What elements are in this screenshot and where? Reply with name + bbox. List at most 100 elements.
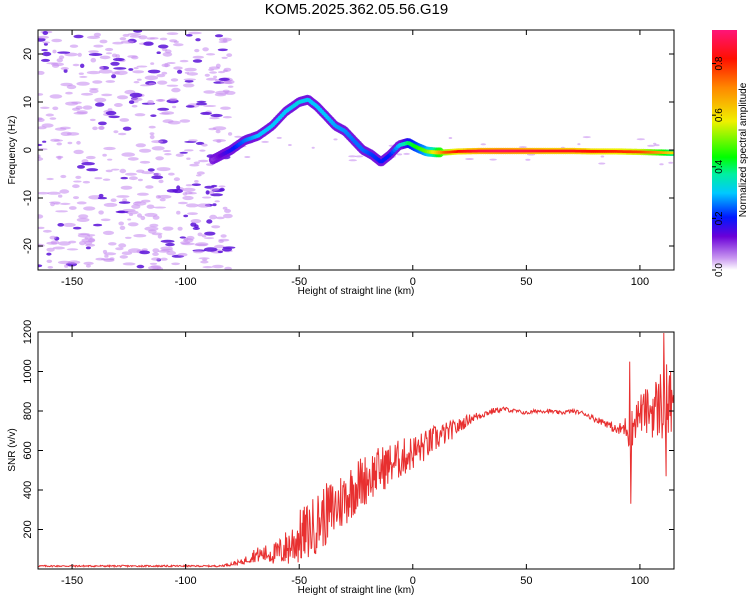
spectrogram-noise-cell xyxy=(94,97,107,103)
spectrogram-noise-cell xyxy=(133,81,140,84)
spectrogram-noise-cell xyxy=(51,62,64,67)
spectrogram-noise-cell xyxy=(129,35,142,38)
spectrogram-noise-cell xyxy=(102,153,107,157)
spectrogram-noise-cell xyxy=(144,212,158,217)
spectrogram-noise-cell xyxy=(155,156,164,161)
spectrogram-noise-cell xyxy=(598,162,606,165)
spectrogram-x-ticks: -150 -100 -50 0 50 100 xyxy=(61,30,649,288)
spectrogram-noise-cell xyxy=(195,174,202,177)
spectrogram-noise-cell xyxy=(193,161,201,165)
spectrogram-noise-cell xyxy=(173,40,179,44)
spectrogram-noise-cell xyxy=(80,63,85,68)
spectrogram-noise-cell xyxy=(132,70,145,74)
spectrogram-noise-cell xyxy=(217,48,228,52)
spectrogram-noise-cell xyxy=(215,129,221,134)
spectrogram-noise-cell xyxy=(192,227,200,230)
spectrogram-noise-cell xyxy=(166,32,179,35)
spectrogram-noise-cell xyxy=(136,192,149,196)
spectrogram-noise-cell xyxy=(156,51,161,54)
spectrogram-noise-cell xyxy=(147,69,161,74)
spectrogram-noise-cell xyxy=(111,168,120,171)
spectrogram-noise-cell xyxy=(139,148,152,153)
spectrogram-noise-cell xyxy=(151,257,161,261)
spectrogram-noise-cell xyxy=(403,152,410,155)
spectrogram-noise-cell xyxy=(157,80,168,85)
spectrogram-noise-cell xyxy=(184,67,197,72)
spectrogram-noise-cell xyxy=(57,51,71,54)
snr-y-tick-label: 400 xyxy=(22,481,34,499)
spectrogram-noise-cell xyxy=(38,143,43,147)
spectrogram-noise-cell xyxy=(148,229,157,234)
spectrogram-noise-cell xyxy=(148,82,156,85)
spectrogram-noise-cell xyxy=(69,44,79,48)
spectrogram-noise-cell xyxy=(227,85,234,88)
spectrogram-noise-cell xyxy=(185,105,195,108)
spectrogram-noise-cell xyxy=(38,226,45,230)
spectrogram-noise-cell xyxy=(149,262,158,265)
spectrogram-noise-cell xyxy=(162,226,174,231)
spectrogram-noise-cell xyxy=(134,113,146,117)
spectrogram-noise-cell xyxy=(100,218,111,222)
spectrogram-noise-cell xyxy=(85,246,91,250)
spectrogram-noise-cell xyxy=(489,158,497,161)
spectrogram-noise-cell xyxy=(79,75,88,78)
spectrogram-noise-cell xyxy=(636,138,645,141)
spectrogram-noise-cell xyxy=(184,71,190,74)
spectrogram-noise-cell xyxy=(52,246,65,250)
spectrogram-noise-cell xyxy=(119,168,127,174)
spectrogram-noise-cell xyxy=(99,66,104,70)
spectrogram-noise-cell xyxy=(157,44,169,49)
spectrogram-noise-cell xyxy=(221,247,233,252)
spectrogram-noise-cell xyxy=(210,193,224,197)
spectrogram-noise-cell xyxy=(131,104,138,108)
spectrogram-noise-cell xyxy=(49,235,57,240)
spectrogram-noise-cell xyxy=(85,155,96,160)
spectrogram-noise-cell xyxy=(204,231,216,236)
spectrogram-noise-cell xyxy=(179,59,189,63)
spectrogram-ridge-core xyxy=(670,151,674,155)
spectrogram-noise-cell xyxy=(149,134,155,140)
spectrogram-noise-cell xyxy=(90,57,97,63)
snr-x-tick-label: 100 xyxy=(631,575,649,587)
spectrogram-noise-cell xyxy=(85,243,96,247)
spectrogram-noise-cell xyxy=(203,247,218,252)
spectrogram-noise-cell xyxy=(201,143,208,147)
spectrogram-noise-cell xyxy=(276,136,282,139)
snr-y-ticks: 200 400 600 800 1000 1200 xyxy=(22,320,674,539)
spectrogram-noise-cell xyxy=(173,43,184,47)
spectrogram-noise-cell xyxy=(209,187,219,191)
spectrogram-noise-cell xyxy=(46,259,53,263)
spectrogram-noise-cell xyxy=(133,234,147,238)
spectrogram-noise-cell xyxy=(116,195,130,198)
spectrogram-noise-cell xyxy=(122,208,136,212)
snr-y-tick-label: 800 xyxy=(22,402,34,420)
spectrogram-noise-cell xyxy=(223,67,232,72)
spectrogram-noise-cell xyxy=(65,101,79,106)
spectrogram-noise-cell xyxy=(78,214,89,219)
spectrogram-noise-cell xyxy=(42,140,47,143)
spectrogram-noise-cell xyxy=(151,140,164,144)
spectrogram-noise-cell xyxy=(131,97,143,102)
colorbar-tick-label: 0.8 xyxy=(714,56,725,70)
spectrogram-noise-cell xyxy=(120,185,133,190)
spectrogram-noise-cell xyxy=(58,241,71,246)
spectrogram-noise-cell xyxy=(177,201,188,205)
spectrogram-noise-cell xyxy=(128,100,135,104)
spectrogram-noise-cell xyxy=(220,106,231,110)
spectrogram-noise-cell xyxy=(47,266,54,269)
snr-x-tick-label: -50 xyxy=(291,575,307,587)
spectrogram-noise-cell xyxy=(181,187,196,192)
spectrogram-noise-cell xyxy=(107,108,113,111)
spectrogram-x-tick-label: -100 xyxy=(175,276,197,288)
spectrogram-noise-cell xyxy=(149,37,159,40)
spectrogram-noise-cell xyxy=(212,126,227,131)
spectrogram-noise-cell xyxy=(81,162,95,166)
spectrogram-x-tick-label: 0 xyxy=(410,276,416,288)
spectrogram-noise-cell xyxy=(57,260,72,265)
spectrogram-noise-cell xyxy=(220,234,227,238)
spectrogram-noise-cell xyxy=(76,140,81,145)
spectrogram-noise-cell xyxy=(120,176,128,180)
spectrogram-noise-cell xyxy=(219,187,225,192)
spectrogram-noise-cell xyxy=(127,218,132,221)
